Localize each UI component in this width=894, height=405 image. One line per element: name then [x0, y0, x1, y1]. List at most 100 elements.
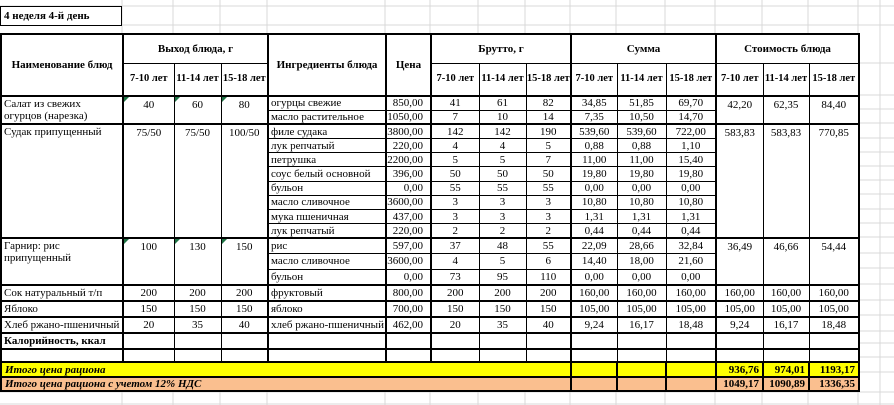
- cell-gross[interactable]: 95: [478, 268, 527, 286]
- cell-dish-cost[interactable]: 46,66: [762, 236, 810, 286]
- cell-gross[interactable]: 82: [525, 94, 573, 111]
- cell-empty[interactable]: [570, 331, 618, 350]
- cell-sum[interactable]: 539,60: [616, 123, 667, 140]
- cell-empty[interactable]: [525, 331, 573, 350]
- cell-output[interactable]: 75/50: [173, 123, 222, 239]
- cell-sum[interactable]: 1,31: [616, 208, 667, 225]
- cell-gross[interactable]: 48: [478, 236, 527, 255]
- cell-sum[interactable]: 19,80: [570, 166, 618, 182]
- cell-sum[interactable]: 32,84: [665, 236, 718, 255]
- cell-gross[interactable]: 3: [478, 194, 527, 211]
- header-age-col[interactable]: 15-18 лет: [525, 62, 573, 97]
- cell-sum[interactable]: 10,80: [570, 194, 618, 211]
- cell-output[interactable]: 150: [173, 299, 222, 318]
- cell-price[interactable]: 700,00: [385, 299, 432, 318]
- cell-sum[interactable]: 0,44: [570, 223, 618, 239]
- cell-output[interactable]: 100: [122, 236, 175, 286]
- cell-gross[interactable]: 5: [430, 152, 480, 168]
- cell-sum[interactable]: 0,88: [570, 138, 618, 154]
- cell-empty[interactable]: [122, 331, 175, 350]
- cell-output[interactable]: 60: [173, 94, 222, 125]
- cell-gross[interactable]: 3: [430, 194, 480, 211]
- header-ingredients[interactable]: Ингредиенты блюда: [267, 33, 387, 97]
- calories-label-cell[interactable]: Калорийность, ккал: [0, 331, 124, 350]
- cell-dish-cost[interactable]: 54,44: [808, 236, 860, 286]
- cell-ingredient[interactable]: хлеб ржано-пшеничный: [267, 315, 387, 334]
- header-age-col[interactable]: 7-10 лет: [430, 62, 480, 97]
- header-age-col[interactable]: 15-18 лет: [665, 62, 718, 97]
- cell-price[interactable]: 437,00: [385, 208, 432, 225]
- cell-gross[interactable]: 14: [525, 109, 573, 125]
- header-age-col[interactable]: 15-18 лет: [808, 62, 860, 97]
- cell-sum[interactable]: 34,85: [570, 94, 618, 111]
- cell-gross[interactable]: 3: [525, 208, 573, 225]
- cell-ingredient[interactable]: лук репчатый: [267, 223, 387, 239]
- cell-sum[interactable]: 21,60: [665, 253, 718, 270]
- cell-sum[interactable]: 105,00: [616, 299, 667, 318]
- header-age-col[interactable]: 7-10 лет: [715, 62, 764, 97]
- cell-gross[interactable]: 10: [478, 109, 527, 125]
- cell-empty[interactable]: [267, 347, 387, 363]
- cell-empty[interactable]: [173, 347, 222, 363]
- cell-empty[interactable]: [665, 347, 718, 363]
- cell-gross[interactable]: 110: [525, 268, 573, 286]
- total-empty-cell[interactable]: [665, 361, 718, 379]
- cell-price[interactable]: 220,00: [385, 223, 432, 239]
- cell-dish-cost[interactable]: 770,85: [808, 123, 860, 239]
- cell-gross[interactable]: 7: [430, 109, 480, 125]
- cell-output[interactable]: 35: [173, 315, 222, 334]
- cell-gross[interactable]: 50: [525, 166, 573, 182]
- cell-gross[interactable]: 190: [525, 123, 573, 140]
- cell-output[interactable]: 40: [122, 94, 175, 125]
- total-label-cell[interactable]: Итого цена рациона: [0, 361, 573, 379]
- cell-sum[interactable]: 105,00: [570, 299, 618, 318]
- cell-price[interactable]: 462,00: [385, 315, 432, 334]
- total-value-cell[interactable]: 1193,17: [808, 361, 861, 379]
- cell-dish-cost[interactable]: 62,35: [762, 94, 810, 125]
- cell-ingredient[interactable]: филе судака: [267, 123, 387, 140]
- header-dish-name[interactable]: Наименование блюд: [0, 33, 124, 97]
- cell-sum[interactable]: 10,50: [616, 109, 667, 125]
- cell-empty[interactable]: [0, 347, 124, 363]
- cell-sum[interactable]: 19,80: [665, 166, 718, 182]
- cell-sum[interactable]: 1,10: [665, 138, 718, 154]
- header-price[interactable]: Цена: [385, 33, 432, 97]
- cell-gross[interactable]: 150: [430, 299, 480, 318]
- cell-output[interactable]: 130: [173, 236, 222, 286]
- cell-empty[interactable]: [220, 331, 269, 350]
- cell-price[interactable]: 850,00: [385, 94, 432, 111]
- cell-price[interactable]: 0,00: [385, 180, 432, 196]
- cell-output[interactable]: 20: [122, 315, 175, 334]
- cell-price[interactable]: 220,00: [385, 138, 432, 154]
- cell-dish-name[interactable]: Судак припущенный: [0, 123, 124, 239]
- cell-empty[interactable]: [385, 331, 432, 350]
- cell-dish-cost[interactable]: 105,00: [762, 299, 810, 318]
- cell-gross[interactable]: 5: [478, 152, 527, 168]
- cell-gross[interactable]: 35: [478, 315, 527, 334]
- cell-output[interactable]: 200: [220, 283, 269, 302]
- cell-empty[interactable]: [430, 331, 480, 350]
- cell-empty[interactable]: [715, 347, 764, 363]
- cell-empty[interactable]: [762, 347, 810, 363]
- cell-sum[interactable]: 28,66: [616, 236, 667, 255]
- cell-sum[interactable]: 160,00: [570, 283, 618, 302]
- header-cost-group[interactable]: Стоимость блюда: [715, 33, 860, 64]
- sheet-title-cell[interactable]: 4 неделя 4-й день: [0, 6, 122, 26]
- cell-sum[interactable]: 11,00: [616, 152, 667, 168]
- total-value-cell[interactable]: 1336,35: [808, 376, 861, 393]
- cell-ingredient[interactable]: масло сливочное: [267, 253, 387, 270]
- cell-dish-cost[interactable]: 18,48: [808, 315, 860, 334]
- cell-dish-cost[interactable]: 105,00: [808, 299, 860, 318]
- cell-dish-name[interactable]: Хлеб ржано-пшеничный: [0, 315, 124, 334]
- cell-dish-name[interactable]: Сок натуральный т/п: [0, 283, 124, 302]
- cell-sum[interactable]: 0,00: [665, 180, 718, 196]
- cell-empty[interactable]: [715, 331, 764, 350]
- cell-dish-name[interactable]: Гарнир: рис припущенный: [0, 236, 124, 286]
- cell-output[interactable]: 200: [173, 283, 222, 302]
- cell-output[interactable]: 75/50: [122, 123, 175, 239]
- cell-empty[interactable]: [220, 347, 269, 363]
- cell-gross[interactable]: 3: [525, 194, 573, 211]
- cell-output[interactable]: 80: [220, 94, 269, 125]
- cell-gross[interactable]: 2: [478, 223, 527, 239]
- cell-sum[interactable]: 69,70: [665, 94, 718, 111]
